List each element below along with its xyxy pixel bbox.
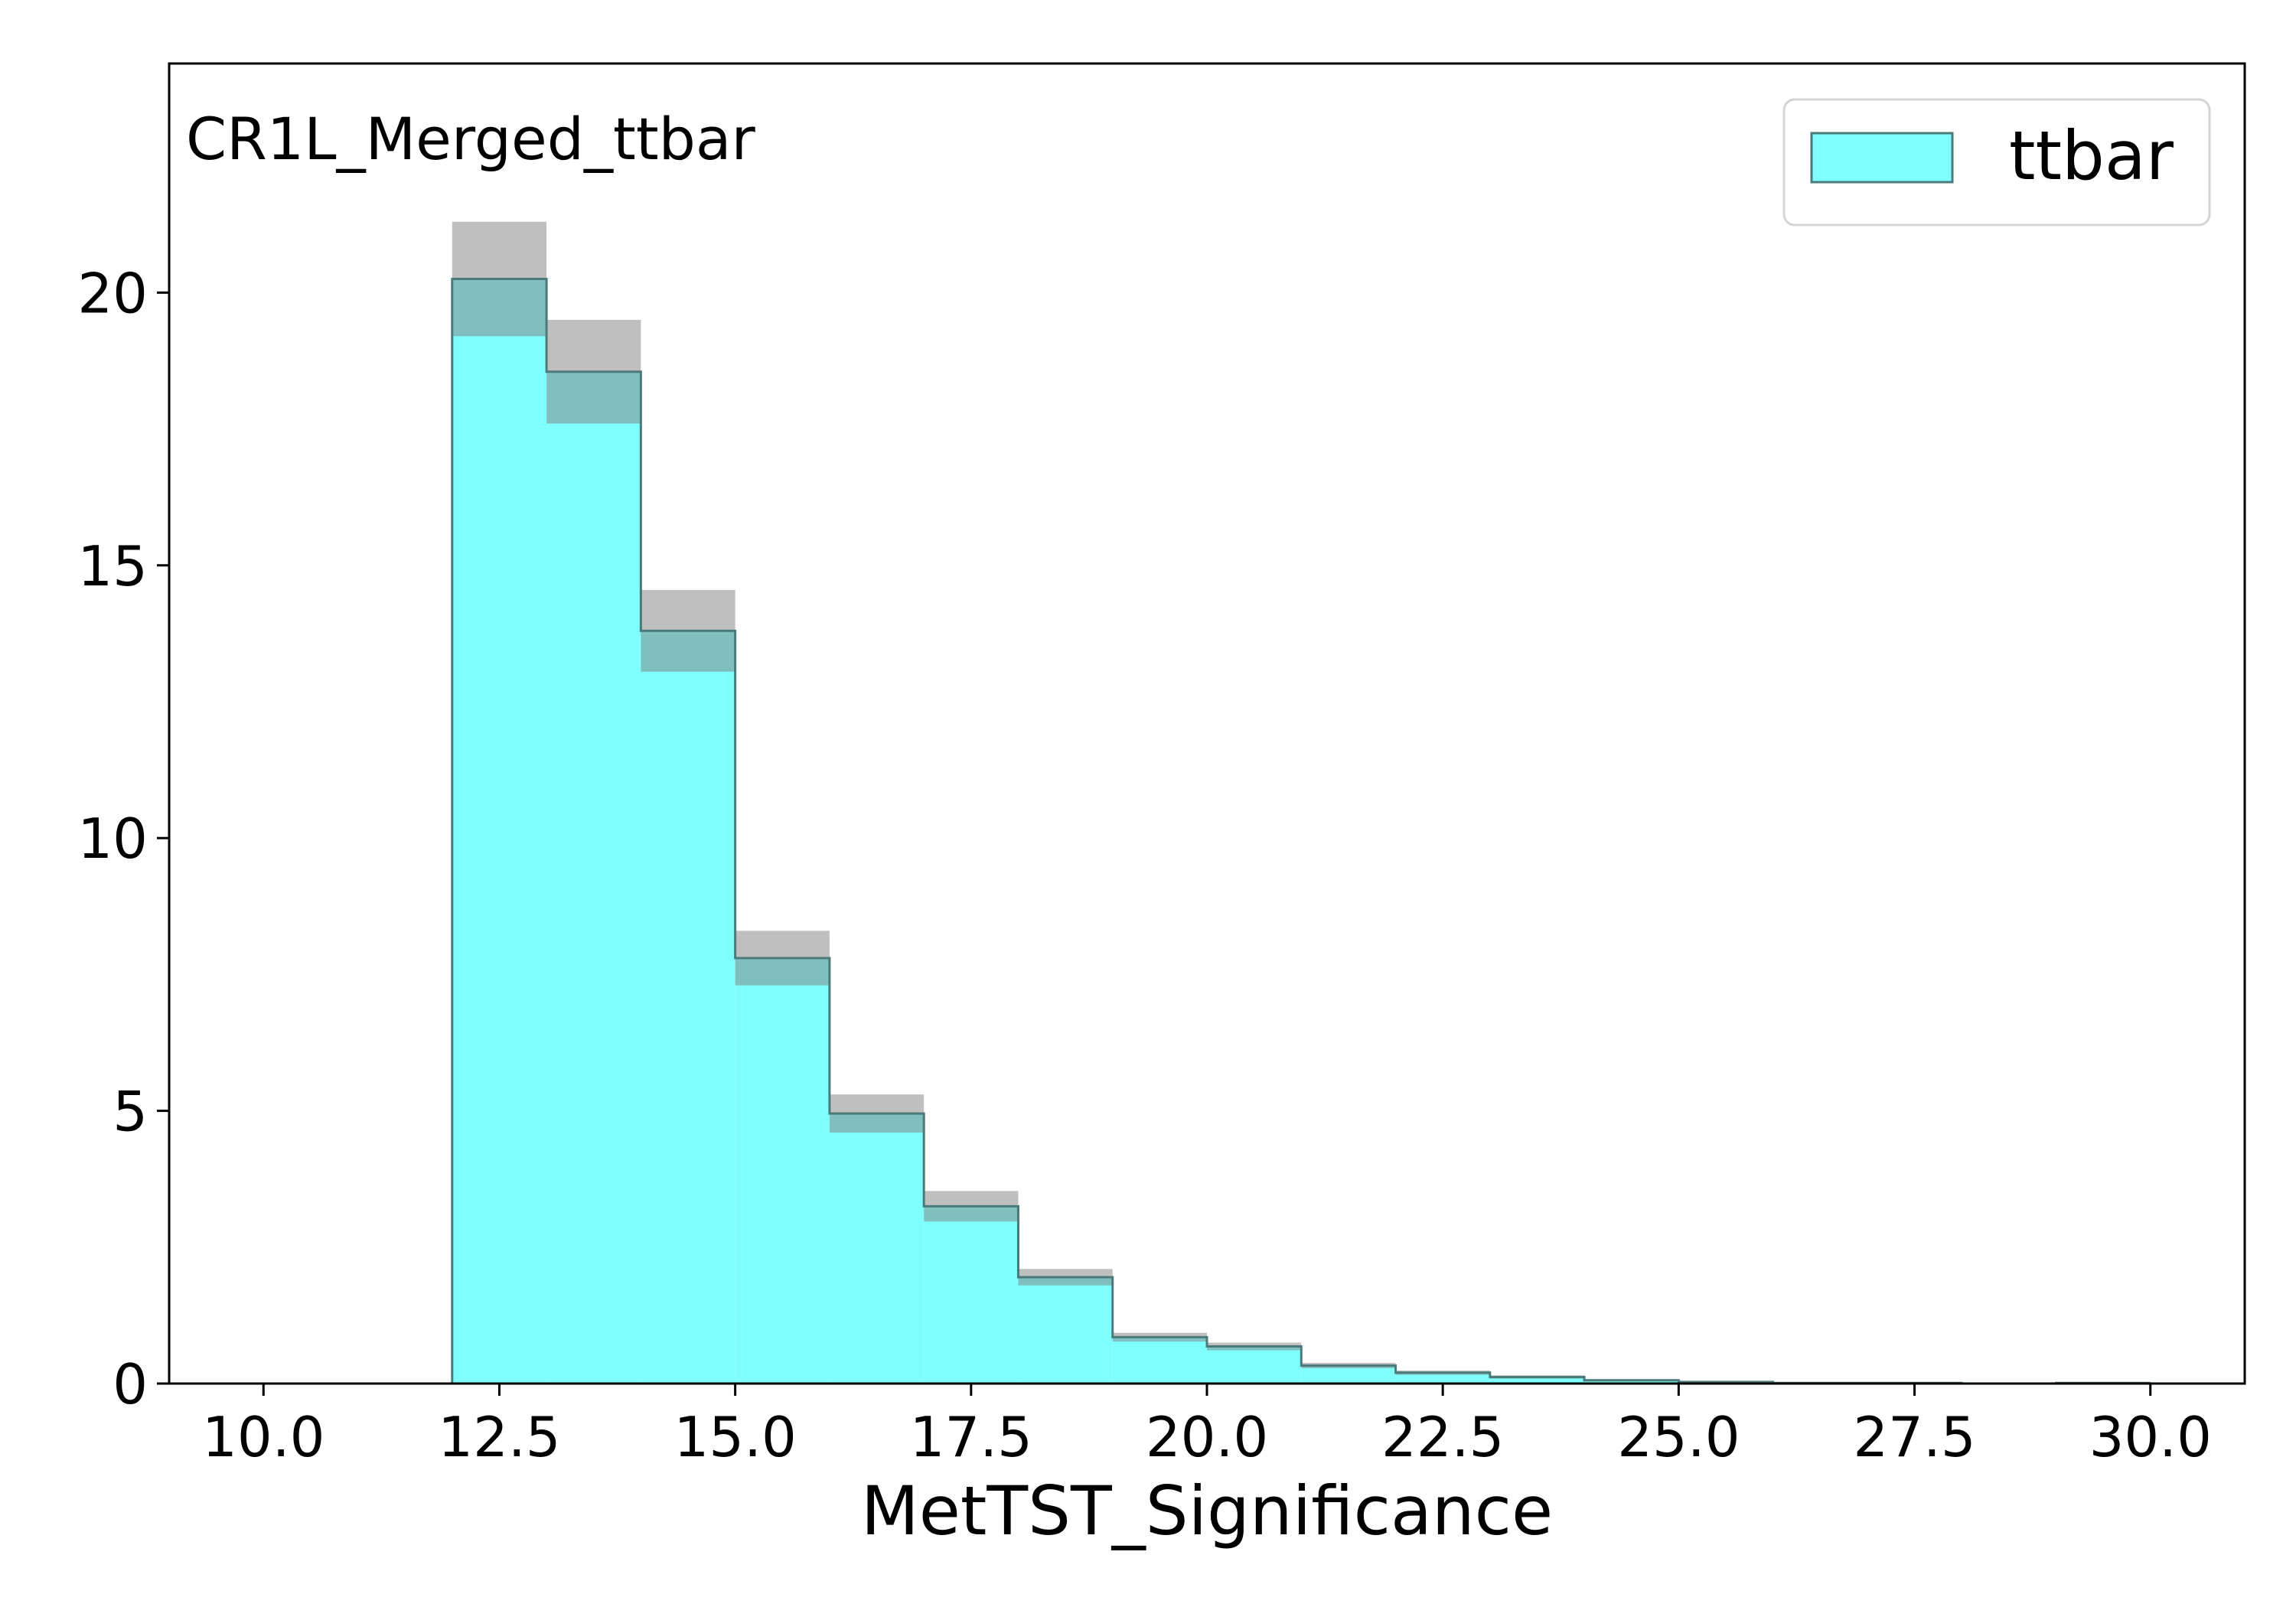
histogram-bar <box>546 371 641 1384</box>
x-tick-label: 20.0 <box>1146 1405 1268 1469</box>
y-tick-label: 20 <box>77 261 148 325</box>
histogram-bar <box>641 631 735 1384</box>
histogram-bar <box>1584 1380 1679 1384</box>
y-tick-label: 0 <box>113 1352 148 1416</box>
y-tick-label: 15 <box>77 534 148 598</box>
histogram-bar <box>1207 1346 1302 1384</box>
histogram-bar <box>1395 1372 1490 1384</box>
x-axis-title: MetTST_Significance <box>861 1472 1553 1550</box>
histogram-bar <box>924 1206 1019 1384</box>
histogram-bar <box>452 279 547 1384</box>
x-tick-label: 25.0 <box>1617 1405 1740 1469</box>
legend-swatch-ttbar <box>1810 132 1954 184</box>
legend-label-ttbar: ttbar <box>2009 116 2174 195</box>
y-axis-ticks: 0 5 10 15 20 <box>77 261 169 1416</box>
x-tick-label: 10.0 <box>202 1405 325 1469</box>
histogram-bar <box>1018 1277 1113 1384</box>
x-axis-ticks: 10.0 12.5 15.0 17.5 20.0 22.5 25.0 27.5 30.0 <box>202 1384 2212 1469</box>
x-tick-label: 30.0 <box>2089 1405 2212 1469</box>
x-tick-label: 15.0 <box>673 1405 796 1469</box>
histogram-layer <box>452 279 2151 1384</box>
histogram-bar <box>1489 1377 1585 1384</box>
histogram-bar <box>1112 1337 1207 1384</box>
y-tick-label: 10 <box>77 807 148 871</box>
x-tick-label: 17.5 <box>910 1405 1032 1469</box>
legend: ttbar <box>1782 98 2211 227</box>
histogram-bar <box>829 1113 925 1384</box>
histogram-bar <box>735 958 830 1384</box>
y-tick-label: 5 <box>113 1080 148 1144</box>
x-tick-label: 12.5 <box>438 1405 560 1469</box>
legend-box <box>1782 98 2211 227</box>
histogram-bar <box>1301 1365 1396 1384</box>
x-tick-label: 22.5 <box>1381 1405 1504 1469</box>
x-tick-label: 27.5 <box>1853 1405 1975 1469</box>
region-label: CR1L_Merged_ttbar <box>186 105 755 173</box>
